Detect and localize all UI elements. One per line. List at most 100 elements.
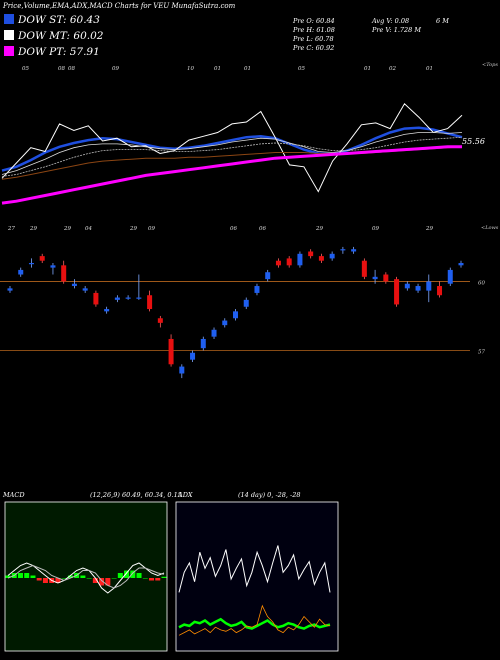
adx-title: ADX bbox=[178, 491, 193, 499]
ema-line-2 bbox=[1, 132, 463, 175]
macd-histogram-bar bbox=[99, 578, 105, 586]
legend-swatch-st bbox=[4, 14, 14, 24]
candle-body bbox=[200, 338, 206, 349]
candle-body bbox=[190, 352, 196, 360]
price-date-label: 09 bbox=[148, 226, 155, 232]
ema-date-label: 05 bbox=[22, 66, 29, 72]
candle-body bbox=[28, 263, 34, 265]
ohlc-close: Pre C: 60.92 bbox=[293, 44, 335, 52]
price-date-label: 06 bbox=[230, 226, 237, 232]
ema-scale-label: 55.56 bbox=[462, 137, 485, 146]
candle-body bbox=[447, 269, 453, 284]
candle-body bbox=[437, 286, 443, 296]
macd-histogram-bar bbox=[92, 578, 98, 583]
candle-body bbox=[136, 297, 142, 299]
legend-label-pt: DOW PT: 57.91 bbox=[18, 46, 100, 58]
macd-panel bbox=[4, 501, 168, 652]
macd-histogram-bar bbox=[80, 575, 86, 578]
legend-label-st: DOW ST: 60.43 bbox=[18, 14, 100, 26]
price-date-label: 29 bbox=[29, 226, 37, 232]
macd-params: (12,26,9) 60.49, 60.34, 0.15 bbox=[90, 491, 182, 499]
ema-panel: 05 08 08 09 10 01 01 05 01 02 01 55.56 <Tops bbox=[1, 62, 498, 205]
price-date-label: 29 bbox=[425, 226, 433, 232]
macd-histogram-bar bbox=[55, 578, 61, 583]
legend-label-mt: DOW MT: 60.02 bbox=[18, 30, 104, 42]
price-corner-label: <Lows bbox=[481, 225, 499, 231]
ema-date-label: 08 bbox=[68, 66, 75, 72]
macd-histogram-bar bbox=[142, 578, 148, 579]
price-panel: 60 57 27 29 29 04 29 09 06 06 29 09 29 <Lows bbox=[0, 225, 499, 379]
ema-date-label: 02 bbox=[389, 66, 396, 72]
candle-body bbox=[265, 272, 271, 280]
candle-body bbox=[39, 256, 45, 261]
ema-line-1 bbox=[1, 103, 463, 193]
price-date-label: 09 bbox=[372, 226, 379, 232]
candle-body bbox=[329, 253, 335, 259]
ema-corner-label: <Tops bbox=[482, 62, 498, 68]
price-date-label: 29 bbox=[63, 226, 71, 232]
candle-body bbox=[157, 318, 163, 323]
macd-histogram-bar bbox=[42, 578, 48, 583]
ema-date-label: 05 bbox=[298, 66, 305, 72]
candle-body bbox=[351, 249, 357, 252]
candle-body bbox=[254, 286, 260, 293]
ema-line-3 bbox=[1, 136, 463, 177]
legend-dow-pt: DOW PT: 57.91 bbox=[4, 46, 100, 58]
macd-histogram-bar bbox=[36, 578, 42, 581]
macd-histogram-bar bbox=[124, 570, 130, 578]
macd-histogram-bar bbox=[130, 570, 136, 578]
ema-date-label: 09 bbox=[112, 66, 119, 72]
macd-histogram-bar bbox=[111, 578, 117, 579]
candle-body bbox=[18, 269, 24, 275]
candle-body bbox=[394, 279, 400, 305]
candle-body bbox=[211, 329, 217, 337]
candle-body bbox=[50, 265, 56, 268]
candle-body bbox=[168, 338, 174, 365]
legend-dow-st: DOW ST: 60.43 bbox=[4, 14, 100, 26]
ema-line-0 bbox=[1, 126, 463, 172]
legend-swatch-pt bbox=[4, 46, 14, 56]
candle-body bbox=[61, 265, 67, 282]
candle-body bbox=[318, 256, 324, 261]
macd-histogram-bar bbox=[67, 575, 73, 578]
candle-body bbox=[222, 320, 228, 326]
candle-body bbox=[297, 253, 303, 266]
ohlc-low: Pre L: 60.78 bbox=[293, 35, 334, 43]
adx-params: (14 day) 0, -28, -28 bbox=[238, 491, 301, 499]
price-date-label: 29 bbox=[315, 226, 323, 232]
macd-histogram-bar bbox=[86, 578, 92, 579]
candle-body bbox=[114, 297, 120, 300]
ohlc-open: Pre O: 60.84 bbox=[293, 17, 335, 25]
ema-date-label: 10 bbox=[187, 66, 194, 72]
ohlc-volume: Pre V: 1.728 M bbox=[372, 26, 422, 34]
candle-body bbox=[415, 286, 421, 291]
candle-body bbox=[426, 281, 432, 291]
price-date-label: 04 bbox=[85, 226, 92, 232]
candle-body bbox=[404, 283, 410, 289]
chart-title: Price,Volume,EMA,ADX,MACD Charts for VEU… bbox=[3, 2, 236, 10]
candle-body bbox=[7, 288, 13, 291]
macd-histogram-bar bbox=[17, 573, 23, 578]
candle-body bbox=[458, 263, 464, 266]
ema-line-5 bbox=[1, 145, 462, 205]
ema-date-label: 01 bbox=[214, 66, 221, 72]
price-date-label: 29 bbox=[129, 226, 137, 232]
macd-histogram-bar bbox=[24, 573, 30, 578]
macd-histogram-bar bbox=[105, 578, 111, 586]
macd-histogram-bar bbox=[155, 578, 161, 581]
price-date-label: 06 bbox=[259, 226, 266, 232]
candle-body bbox=[383, 274, 389, 282]
macd-line-1 bbox=[7, 564, 165, 589]
candle-body bbox=[286, 258, 292, 266]
ema-date-label: 01 bbox=[364, 66, 371, 72]
candle-body bbox=[233, 311, 238, 319]
candle-body bbox=[82, 288, 88, 291]
candle-body bbox=[104, 309, 110, 312]
price-level-label: 60 bbox=[478, 280, 485, 286]
ohlc-avg-vol-unit: 6 M bbox=[436, 17, 449, 25]
candle-body bbox=[361, 260, 367, 277]
candle-body bbox=[340, 249, 346, 251]
adx-frame bbox=[175, 501, 339, 652]
macd-title: MACD bbox=[3, 491, 25, 499]
